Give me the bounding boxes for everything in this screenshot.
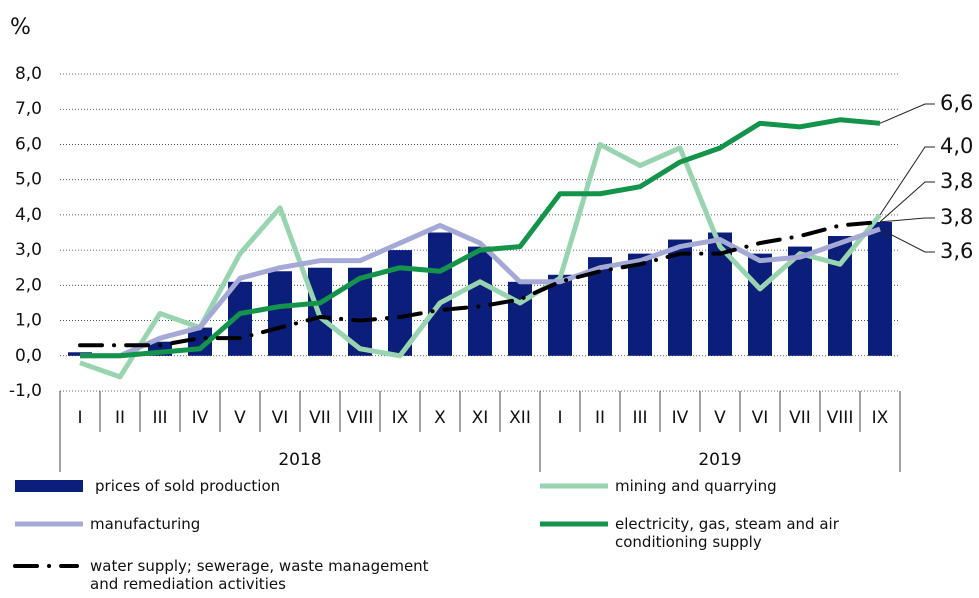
line: [78, 219, 882, 348]
bar: [268, 271, 292, 356]
value-label: 3,8: [940, 169, 973, 193]
x-tick-label: IV: [672, 408, 689, 428]
x-tick-label: IX: [872, 408, 889, 428]
bar: [748, 253, 772, 356]
x-tick-label: III: [152, 408, 167, 428]
x-tick-label: VIII: [827, 408, 854, 428]
line: [80, 222, 881, 359]
value-label: 3,8: [940, 205, 973, 229]
x-tick-label: IX: [392, 408, 409, 428]
y-tick-label: 1,0: [15, 311, 42, 331]
x-tick-label: II: [595, 408, 605, 428]
y-tick-label: 5,0: [15, 170, 42, 190]
x-tick-label: I: [557, 408, 562, 428]
x-tick-label: V: [234, 408, 246, 428]
y-tick-label: 2,0: [15, 275, 42, 295]
bar: [668, 239, 692, 356]
bar: [508, 281, 532, 356]
bar: [468, 246, 492, 356]
y-tick-label: 8,0: [15, 64, 42, 84]
x-tick-label: I: [77, 408, 82, 428]
group-label: 2019: [698, 450, 741, 470]
legend-label: manufacturing: [90, 515, 201, 533]
x-tick-label: VII: [309, 408, 331, 428]
y-tick-label: -1,0: [9, 381, 42, 401]
bar: [548, 274, 572, 356]
y-unit: %: [10, 15, 31, 40]
leader-line: [879, 228, 935, 253]
x-tick-label: V: [714, 408, 726, 428]
x-tick-label: II: [115, 408, 125, 428]
x-tick-label: VI: [752, 408, 769, 428]
x-tick-label: VII: [789, 408, 811, 428]
value-label: 6,6: [940, 91, 973, 115]
bar: [428, 232, 452, 356]
line: [79, 141, 882, 380]
line: [80, 117, 881, 359]
value-label: 3,6: [940, 239, 973, 263]
y-tick-label: 7,0: [15, 99, 42, 119]
legend-label: water supply; sewerage, waste management…: [90, 557, 429, 593]
y-tick-label: 6,0: [15, 134, 42, 154]
x-tick-label: XI: [472, 408, 489, 428]
y-tick-label: 0,0: [15, 346, 42, 366]
leader-line: [879, 146, 935, 216]
leader-line: [879, 181, 935, 223]
y-tick-label: 3,0: [15, 240, 42, 260]
value-label: 4,0: [940, 134, 973, 158]
leader-line: [879, 103, 935, 124]
bar: [868, 221, 892, 356]
x-tick-label: III: [632, 408, 647, 428]
x-tick-label: IV: [192, 408, 209, 428]
x-tick-label: X: [434, 408, 446, 428]
x-tick-label: VIII: [347, 408, 374, 428]
leader-line: [879, 217, 935, 223]
legend-swatch: [15, 480, 83, 492]
bar: [628, 253, 652, 356]
x-tick-label: VI: [272, 408, 289, 428]
group-label: 2018: [278, 450, 321, 470]
legend-label: mining and quarrying: [615, 477, 777, 495]
legend-label: prices of sold production: [95, 477, 281, 495]
bar: [788, 246, 812, 356]
y-tick-label: 4,0: [15, 205, 42, 225]
legend-label: electricity, gas, steam and air conditio…: [615, 515, 839, 551]
x-tick-label: XII: [509, 408, 531, 428]
